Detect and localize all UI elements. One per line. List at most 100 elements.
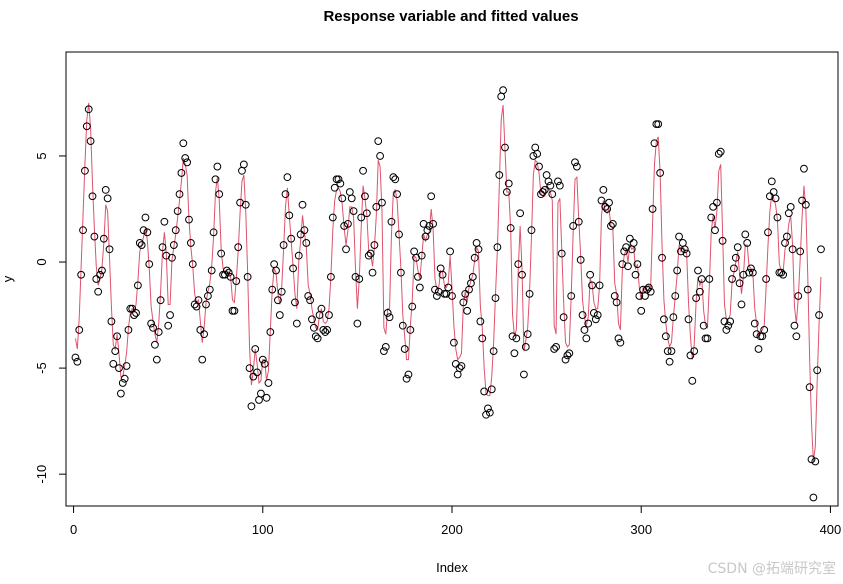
- data-point: [247, 402, 256, 411]
- data-point: [769, 188, 778, 196]
- data-point: [637, 306, 646, 315]
- data-point: [130, 311, 139, 319]
- data-point: [540, 186, 549, 194]
- data-point: [512, 334, 521, 343]
- data-point: [118, 379, 127, 387]
- data-point: [115, 364, 123, 373]
- data-point: [105, 245, 114, 254]
- data-point: [516, 209, 525, 218]
- data-point: [580, 326, 589, 334]
- data-point: [245, 364, 254, 373]
- data-point: [504, 179, 513, 188]
- data-point: [713, 198, 721, 207]
- data-point: [807, 455, 816, 464]
- data-point: [786, 202, 795, 211]
- data-point: [805, 383, 814, 392]
- data-point: [711, 226, 719, 235]
- data-point: [624, 262, 632, 271]
- data-point: [815, 311, 823, 319]
- data-point: [279, 241, 288, 249]
- data-point: [705, 275, 714, 283]
- x-tick-label: 300: [630, 522, 652, 537]
- data-point: [111, 347, 120, 356]
- data-point: [200, 330, 209, 339]
- data-point: [555, 181, 564, 190]
- data-point: [243, 272, 252, 281]
- data-point: [476, 317, 485, 326]
- data-point: [480, 387, 489, 396]
- data-point: [654, 120, 663, 129]
- data-point: [597, 196, 606, 205]
- data-point: [506, 224, 515, 232]
- data-point: [448, 292, 456, 300]
- data-point: [764, 228, 772, 237]
- data-point: [688, 376, 697, 385]
- data-point: [270, 260, 279, 269]
- data-point: [605, 198, 613, 207]
- data-point: [175, 190, 184, 199]
- data-point: [132, 309, 140, 317]
- data-point: [470, 253, 479, 262]
- data-point: [387, 217, 396, 226]
- data-point: [695, 287, 704, 296]
- data-point: [714, 149, 723, 158]
- data-point: [94, 287, 103, 296]
- data-point: [718, 236, 727, 245]
- data-point: [226, 272, 235, 281]
- data-point: [491, 294, 500, 302]
- data-point: [709, 202, 718, 211]
- data-point: [86, 137, 95, 146]
- data-point: [495, 171, 504, 179]
- data-point: [98, 266, 106, 275]
- data-point: [642, 285, 651, 294]
- data-point: [762, 275, 770, 283]
- data-point: [455, 364, 464, 373]
- data-point: [185, 215, 193, 224]
- data-point: [544, 177, 553, 186]
- data-point: [468, 272, 477, 281]
- data-point: [633, 260, 642, 269]
- data-point: [81, 166, 89, 175]
- data-point: [741, 230, 750, 239]
- data-point: [156, 296, 165, 305]
- data-point: [565, 349, 574, 358]
- data-point: [101, 186, 110, 194]
- data-point: [591, 315, 600, 324]
- data-point: [304, 292, 313, 300]
- data-point: [357, 213, 366, 222]
- data-point: [323, 326, 332, 334]
- data-point: [103, 194, 112, 203]
- data-point: [716, 147, 725, 156]
- data-point: [529, 152, 538, 160]
- data-point: [251, 345, 260, 353]
- data-point: [783, 232, 791, 241]
- data-point: [351, 272, 360, 281]
- data-point: [408, 302, 417, 311]
- data-point: [669, 313, 678, 322]
- data-point: [457, 362, 466, 370]
- data-point: [593, 311, 602, 319]
- data-point: [779, 270, 788, 279]
- data-point: [569, 222, 577, 230]
- data-point: [584, 319, 593, 328]
- data-point: [393, 190, 402, 199]
- data-point: [453, 370, 462, 379]
- data-point: [410, 247, 419, 256]
- data-point: [183, 158, 192, 167]
- data-point: [158, 243, 167, 252]
- data-point: [122, 362, 131, 370]
- data-point: [135, 239, 144, 247]
- data-point: [116, 389, 125, 398]
- data-point: [372, 202, 381, 211]
- data-point: [260, 359, 269, 368]
- data-point: [595, 281, 604, 290]
- x-tick-label: 0: [70, 522, 77, 537]
- data-point: [300, 226, 309, 235]
- data-point: [177, 169, 186, 177]
- data-point: [675, 232, 683, 241]
- data-point: [474, 245, 483, 254]
- data-point: [376, 152, 385, 160]
- chart-title: Response variable and fitted values: [323, 8, 578, 25]
- data-point: [238, 166, 246, 175]
- data-point: [139, 226, 148, 235]
